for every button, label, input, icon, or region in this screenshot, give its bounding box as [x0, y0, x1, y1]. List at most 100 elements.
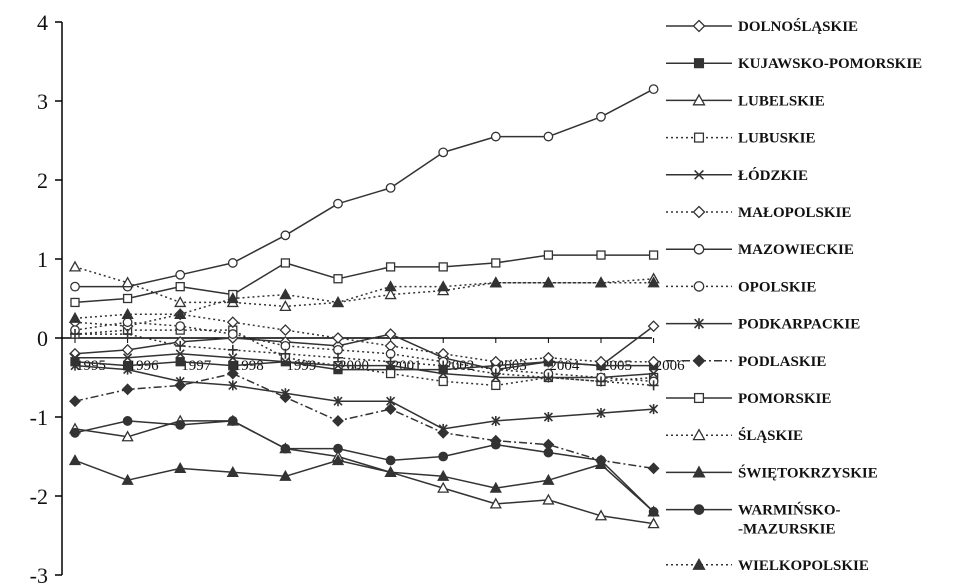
x-tick-label: 2006	[655, 358, 686, 374]
data-point	[543, 412, 553, 422]
legend-label-line: WIELKOPOLSKIE	[738, 558, 869, 574]
data-point	[227, 344, 238, 355]
data-point	[333, 352, 343, 363]
data-point	[692, 205, 706, 219]
data-point	[70, 281, 80, 292]
data-point	[692, 428, 706, 441]
legend-label-line: ŁÓDZKIE	[738, 167, 808, 184]
x-tick-label: 1996	[129, 358, 160, 374]
data-point	[70, 329, 80, 340]
data-point	[121, 383, 134, 396]
data-point	[175, 269, 186, 280]
legend-label-line: LUBUSKIE	[738, 131, 816, 147]
y-tick-label: -3	[30, 563, 48, 587]
data-point	[542, 493, 555, 505]
data-point	[280, 230, 291, 241]
data-point	[693, 281, 705, 292]
data-point	[121, 343, 134, 356]
legend-label: ŚWIĘTOKRZYSKIE	[738, 464, 878, 481]
data-point	[332, 332, 344, 344]
data-point	[543, 447, 554, 458]
data-point	[175, 357, 185, 367]
data-point	[543, 250, 554, 260]
data-point	[648, 250, 659, 260]
legend-label-line: PODLASKIE	[738, 354, 826, 370]
data-point	[121, 276, 134, 288]
data-point	[693, 58, 705, 69]
series-line	[75, 333, 654, 387]
data-point	[596, 455, 606, 466]
data-point	[70, 360, 80, 371]
series-line	[74, 372, 654, 470]
series-14	[70, 416, 659, 517]
data-point	[693, 504, 705, 515]
data-point	[647, 517, 660, 529]
data-point	[175, 281, 185, 292]
x-tick-label: 1998	[234, 358, 264, 374]
x-tick-label: 2003	[497, 358, 527, 374]
data-point	[438, 360, 449, 371]
data-point	[122, 293, 133, 304]
data-point	[123, 353, 133, 363]
data-point	[490, 439, 501, 450]
data-point	[331, 296, 345, 308]
legend: DOLNOŚLĄSKIE KUJAWSKO-POMORSKIE LUBELSKIE L…	[666, 18, 922, 574]
data-point	[595, 355, 607, 368]
data-point	[693, 392, 705, 404]
data-point	[384, 328, 397, 340]
data-point	[280, 348, 291, 359]
x-tick-label: 1997	[181, 358, 212, 374]
series-line	[74, 254, 654, 304]
data-point	[175, 419, 186, 430]
data-point	[694, 169, 704, 180]
legend-item: LUBELSKIE	[666, 93, 825, 109]
data-point	[385, 262, 396, 272]
data-point	[647, 355, 660, 368]
data-point	[226, 316, 239, 329]
legend-label-line: OPOLSKIE	[738, 279, 816, 295]
data-point	[385, 368, 396, 379]
series-line	[74, 420, 655, 513]
data-point	[175, 349, 185, 359]
data-point	[70, 353, 80, 363]
data-point	[121, 307, 134, 319]
data-point	[175, 321, 186, 332]
legend-label: WIELKOPOLSKIE	[738, 558, 869, 574]
legend-label: MAZOWIECKIE	[738, 242, 854, 258]
legend-item: ŁÓDZKIE	[666, 167, 808, 184]
y-tick-label: 1	[37, 247, 48, 272]
data-point	[384, 465, 397, 477]
data-point	[489, 481, 502, 493]
legend-label-line: LUBELSKIE	[738, 93, 825, 109]
legend-label: POMORSKIE	[738, 391, 831, 407]
data-point	[438, 376, 448, 387]
data-point	[121, 473, 134, 485]
legend-label-line: WARMIŃSKO-	[738, 502, 841, 519]
data-point	[227, 329, 238, 339]
data-point	[122, 416, 133, 426]
legend-label: ŚLĄSKIE	[738, 427, 803, 444]
data-point	[692, 354, 706, 368]
series-line	[74, 459, 655, 513]
legend-label: DOLNOŚLĄSKIE	[738, 18, 858, 35]
legend-label-line: POMORSKIE	[738, 391, 831, 407]
data-point	[490, 131, 501, 142]
data-point	[121, 430, 134, 442]
legend-label: OPOLSKIE	[738, 279, 816, 295]
data-point	[437, 280, 450, 292]
legend-label-line: MAŁOPOLSKIE	[738, 205, 851, 221]
legend-label: KUJAWSKO-POMORSKIE	[738, 56, 922, 72]
data-point	[438, 368, 448, 379]
legend-label: LUBELSKIE	[738, 93, 825, 109]
legend-item: POMORSKIE	[666, 391, 831, 407]
data-point	[437, 481, 450, 493]
data-point	[596, 250, 606, 260]
data-point	[174, 296, 187, 308]
series-line	[74, 360, 654, 371]
data-point	[175, 340, 186, 351]
series-15	[68, 276, 660, 323]
data-point	[596, 376, 606, 387]
data-point	[228, 353, 238, 363]
series-10	[69, 367, 660, 475]
